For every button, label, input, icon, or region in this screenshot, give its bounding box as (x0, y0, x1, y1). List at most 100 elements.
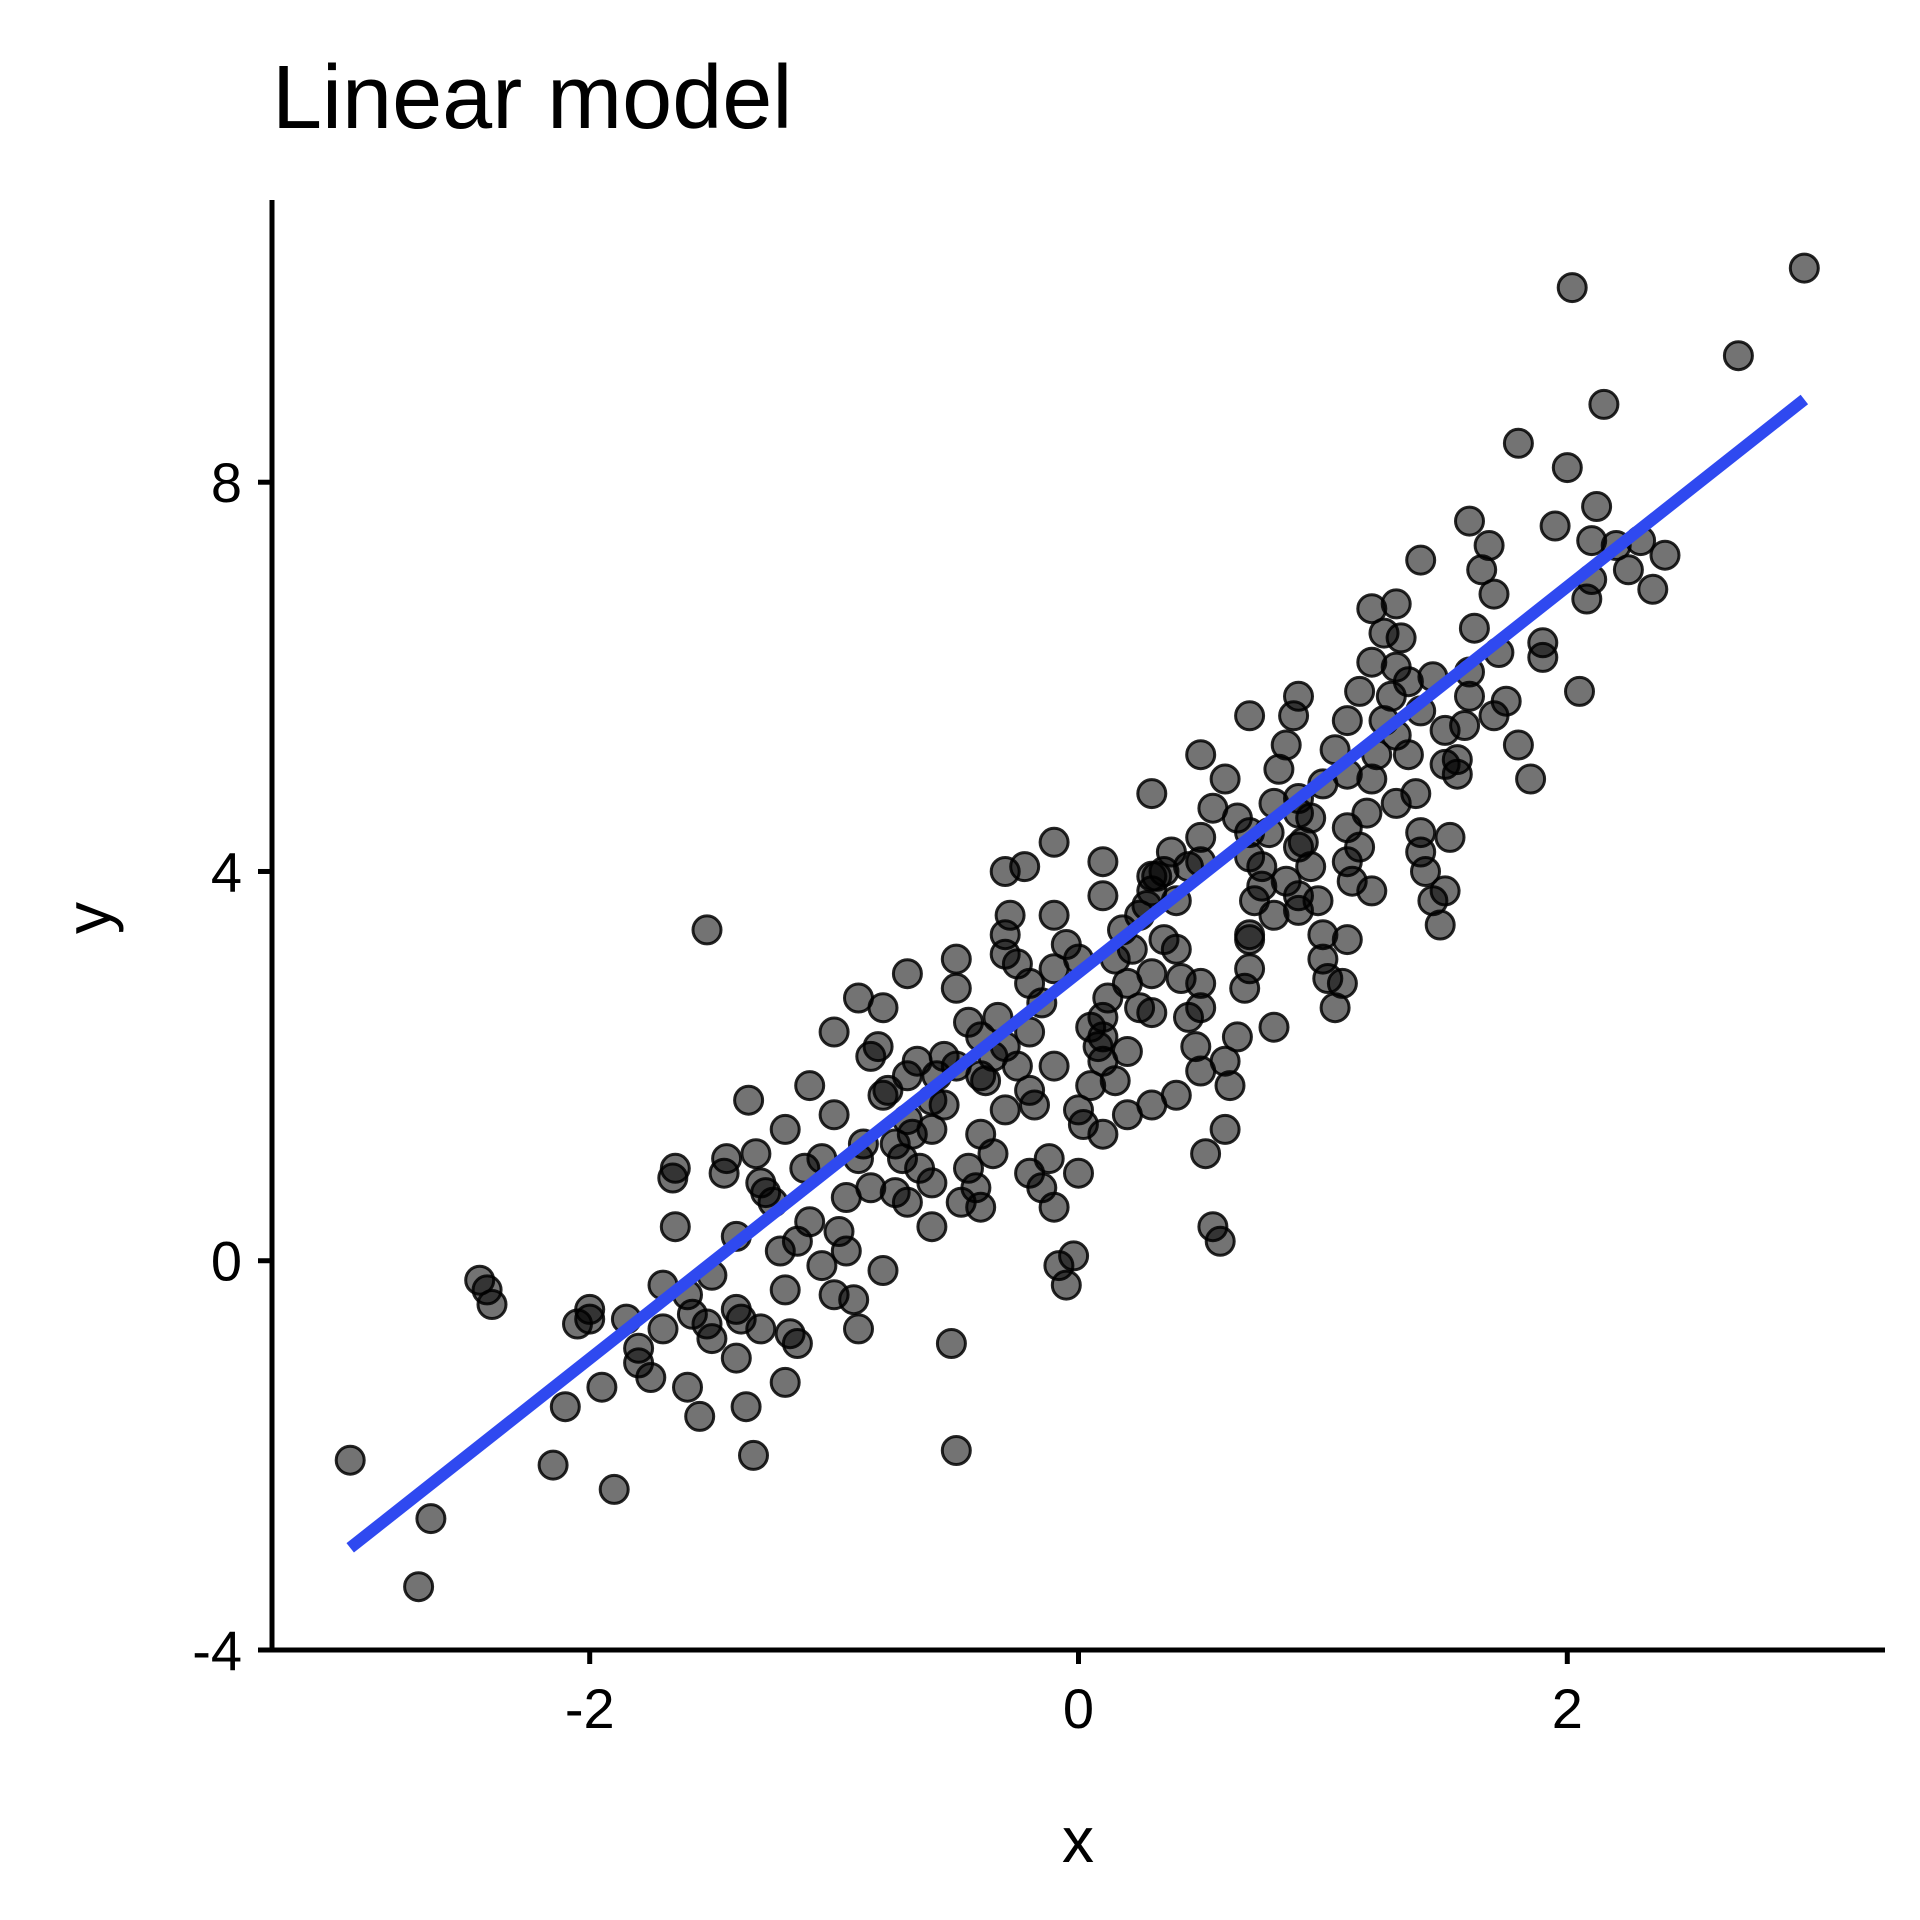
data-point (1429, 748, 1461, 780)
data-point (1063, 1094, 1094, 1126)
data-point (977, 1138, 1009, 1170)
data-point (1014, 1157, 1046, 1189)
data-point (1556, 272, 1588, 304)
data-point (989, 919, 1021, 951)
data-point (1588, 388, 1620, 420)
data-point (940, 943, 972, 975)
data-point (818, 1099, 850, 1131)
data-point (1539, 510, 1571, 542)
data-point (659, 1211, 691, 1243)
data-point (1136, 997, 1168, 1029)
data-point (1564, 675, 1595, 707)
data-point (1270, 729, 1302, 761)
data-point (1502, 729, 1534, 761)
data-point (1283, 880, 1314, 912)
data-point (1136, 860, 1168, 892)
data-point (1429, 875, 1461, 907)
data-point (769, 1113, 801, 1145)
data-point (1234, 953, 1266, 985)
data-point (1087, 1118, 1119, 1150)
data-point (1307, 919, 1339, 951)
data-point (1637, 573, 1669, 605)
x-tick-label: 2 (1552, 1677, 1583, 1740)
data-point (1429, 714, 1461, 746)
points-layer (334, 252, 1820, 1603)
fit-line (346, 394, 1809, 1553)
data-point (1087, 880, 1119, 912)
data-point (1063, 1157, 1094, 1189)
data-point (1014, 1074, 1046, 1106)
data-point (720, 1342, 752, 1374)
x-axis-title: x (1062, 1804, 1094, 1876)
data-point (1515, 763, 1547, 795)
data-point (745, 1313, 777, 1345)
data-point (1527, 641, 1559, 673)
data-point (989, 856, 1021, 887)
data-point (965, 1191, 997, 1223)
data-point (696, 1323, 728, 1355)
data-point (1502, 427, 1534, 459)
data-point (1148, 924, 1180, 956)
y-tick-label: 4 (211, 840, 242, 903)
data-point (818, 1016, 850, 1048)
data-point (1185, 967, 1217, 999)
data-point (476, 1289, 508, 1320)
data-point (1209, 763, 1241, 795)
data-point (940, 972, 972, 1004)
data-point (684, 1400, 716, 1432)
data-point (1478, 700, 1510, 732)
data-point (733, 1084, 765, 1116)
data-point (1038, 899, 1070, 931)
data-point (818, 1279, 850, 1311)
data-point (891, 1060, 923, 1092)
data-point (1326, 967, 1358, 999)
data-point (1111, 1099, 1143, 1131)
data-point (1331, 705, 1363, 737)
data-point (740, 1138, 772, 1170)
data-point (953, 1006, 984, 1038)
data-point (965, 1060, 997, 1092)
data-point (1283, 680, 1314, 712)
data-point (730, 1391, 762, 1423)
data-point (1038, 826, 1070, 858)
data-point (1209, 1113, 1241, 1145)
data-point (1356, 875, 1388, 907)
y-tick-label: -4 (192, 1619, 242, 1682)
data-point (711, 1143, 743, 1175)
data-point (935, 1328, 967, 1359)
data-point (1424, 909, 1456, 941)
data-point (1136, 958, 1168, 990)
data-point (1050, 1269, 1082, 1301)
data-point (794, 1206, 826, 1238)
data-point (940, 1435, 972, 1466)
data-point (1331, 812, 1363, 844)
data-point (867, 1079, 899, 1111)
data-point (1405, 836, 1437, 868)
data-point (843, 1313, 874, 1345)
data-point (1190, 1138, 1222, 1170)
axis-lines (269, 200, 1885, 1653)
data-point (1038, 1050, 1070, 1082)
data-point (1234, 700, 1266, 732)
data-point (415, 1503, 447, 1535)
data-point (672, 1371, 703, 1403)
data-point (830, 1235, 862, 1267)
data-point (1283, 831, 1314, 863)
data-point (989, 1094, 1021, 1126)
data-point (1209, 1045, 1241, 1077)
data-point (1551, 452, 1583, 484)
data-point (1368, 617, 1400, 649)
data-point (549, 1391, 581, 1423)
data-point (891, 958, 923, 990)
x-tick-label: 0 (1063, 1677, 1094, 1740)
data-point (1258, 1011, 1290, 1043)
data-point (1434, 821, 1466, 853)
data-point (769, 1274, 801, 1306)
data-point (916, 1211, 948, 1243)
data-point (1458, 612, 1490, 644)
data-point (862, 1031, 894, 1063)
data-point (574, 1293, 606, 1325)
data-point (623, 1347, 655, 1379)
data-point (1405, 544, 1437, 576)
